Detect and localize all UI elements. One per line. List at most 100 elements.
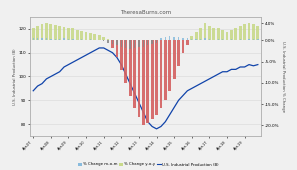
Bar — [209, 39, 210, 40]
Bar — [217, 28, 219, 40]
Bar — [124, 40, 127, 83]
Bar — [195, 32, 198, 40]
Bar — [186, 40, 189, 45]
Bar — [50, 39, 52, 40]
Bar — [190, 36, 193, 40]
Bar — [46, 38, 47, 40]
Bar — [204, 38, 206, 40]
Bar — [168, 40, 171, 91]
Bar — [155, 40, 158, 115]
Bar — [94, 34, 96, 40]
Bar — [142, 40, 145, 125]
Bar — [103, 40, 104, 41]
Bar — [252, 24, 255, 40]
Bar — [138, 40, 140, 117]
Bar — [239, 39, 241, 40]
Bar — [230, 30, 233, 40]
Bar — [116, 40, 118, 45]
Bar — [151, 40, 153, 44]
Bar — [50, 24, 52, 40]
Bar — [33, 38, 34, 40]
Bar — [129, 40, 131, 49]
Bar — [129, 40, 132, 96]
Y-axis label: U.S. Industrial Production (B): U.S. Industrial Production (B) — [13, 48, 17, 105]
Bar — [187, 38, 188, 40]
Bar — [63, 27, 65, 40]
Bar — [165, 37, 166, 40]
Bar — [72, 39, 74, 40]
Bar — [248, 23, 250, 40]
Bar — [239, 26, 241, 40]
Bar — [41, 24, 43, 40]
Bar — [159, 40, 162, 108]
Bar — [41, 38, 43, 40]
Bar — [63, 38, 65, 40]
Bar — [169, 36, 170, 40]
Bar — [121, 40, 122, 47]
Bar — [134, 40, 135, 48]
Bar — [164, 40, 167, 100]
Bar — [200, 39, 201, 40]
Bar — [208, 26, 211, 40]
Y-axis label: U.S. Industrial Production % Change: U.S. Industrial Production % Change — [281, 41, 285, 112]
Bar — [221, 30, 224, 40]
Bar — [199, 28, 202, 40]
Bar — [231, 39, 232, 40]
Bar — [90, 39, 91, 40]
Bar — [67, 28, 70, 40]
Bar — [32, 28, 35, 40]
Bar — [226, 32, 228, 40]
Bar — [107, 39, 110, 40]
Bar — [54, 25, 57, 40]
Bar — [108, 40, 109, 42]
Bar — [138, 40, 140, 47]
Bar — [217, 39, 219, 40]
Bar — [177, 40, 180, 66]
Bar — [58, 26, 61, 40]
Bar — [111, 40, 114, 48]
Bar — [116, 40, 118, 57]
Bar — [102, 37, 105, 40]
Bar — [178, 37, 179, 40]
Bar — [120, 40, 123, 70]
Bar — [256, 26, 259, 40]
Bar — [85, 32, 87, 40]
Bar — [68, 39, 69, 40]
Bar — [181, 40, 184, 53]
Bar — [55, 39, 56, 40]
Bar — [146, 40, 149, 123]
Bar — [257, 39, 258, 40]
Bar — [191, 39, 192, 40]
Bar — [253, 39, 254, 40]
Bar — [147, 40, 148, 45]
Bar — [151, 40, 154, 119]
Bar — [248, 39, 250, 40]
Bar — [160, 38, 162, 40]
Bar — [173, 37, 175, 40]
Bar — [195, 39, 197, 40]
Bar — [204, 23, 206, 40]
Bar — [37, 38, 38, 40]
Bar — [59, 39, 60, 40]
Bar — [98, 35, 101, 40]
Bar — [173, 40, 176, 79]
Bar — [125, 40, 127, 48]
Bar — [133, 40, 136, 108]
Title: TheresaBurns.com: TheresaBurns.com — [120, 10, 171, 15]
Bar — [234, 28, 237, 40]
Bar — [212, 28, 215, 40]
Bar — [156, 40, 157, 42]
Bar — [76, 30, 79, 40]
Bar — [243, 24, 246, 40]
Bar — [143, 40, 144, 47]
Bar — [81, 39, 82, 40]
Legend: % Change m-o-m, % Change y-o-y, U.S. Industrial Production (B): % Change m-o-m, % Change y-o-y, U.S. Ind… — [76, 161, 221, 168]
Bar — [89, 33, 92, 40]
Bar — [36, 26, 39, 40]
Bar — [182, 38, 184, 40]
Bar — [45, 23, 48, 40]
Bar — [112, 40, 113, 44]
Bar — [222, 39, 223, 40]
Bar — [80, 31, 83, 40]
Bar — [72, 28, 74, 40]
